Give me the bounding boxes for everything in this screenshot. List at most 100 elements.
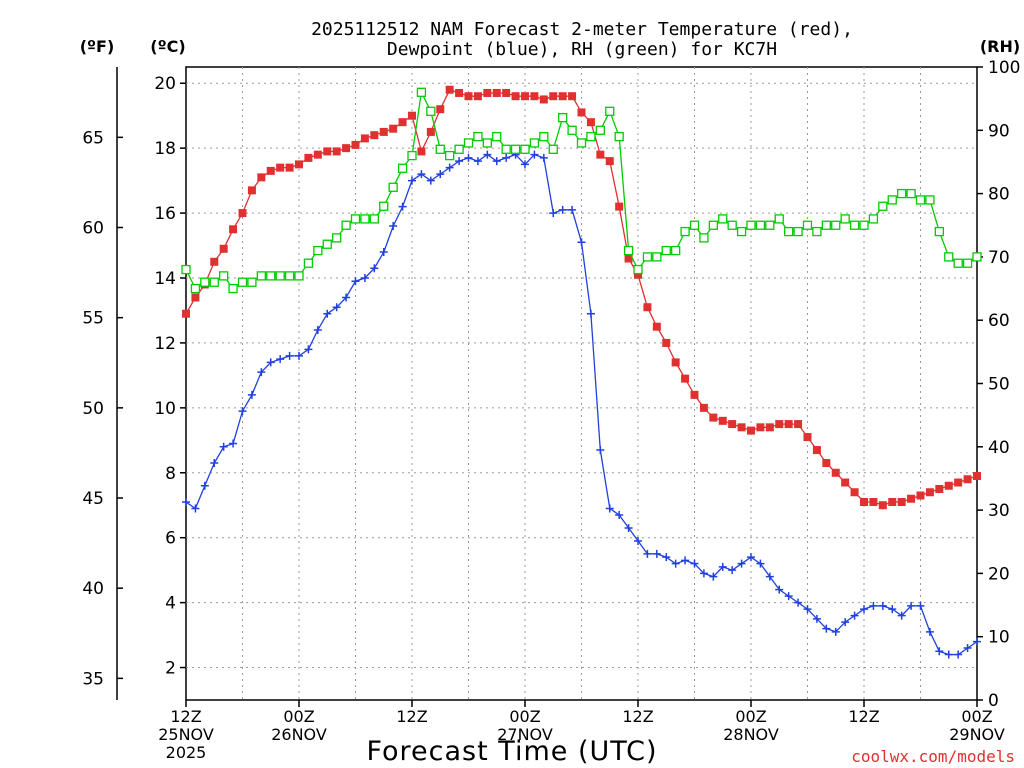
temperature-point: [605, 157, 614, 166]
rh-point: [426, 106, 436, 116]
dewpoint-point: [775, 585, 784, 594]
rh-point: [906, 188, 916, 199]
celsius-tick-label: 2: [165, 659, 176, 679]
rh-point: [623, 245, 634, 256]
dewpoint-point: [756, 559, 765, 568]
temperature-point: [210, 257, 219, 266]
temperature-point: [812, 446, 821, 455]
celsius-tick-label: 8: [165, 464, 176, 484]
dewpoint-point: [342, 293, 351, 302]
temperature-point: [492, 88, 501, 97]
temperature-point: [182, 309, 190, 318]
dewpoint-point: [182, 497, 190, 506]
temperature-point: [568, 92, 577, 101]
dewpoint-point: [963, 644, 972, 653]
temperature-point: [219, 244, 228, 253]
rh-point: [972, 252, 982, 262]
rh-point: [605, 106, 615, 116]
rh-point: [209, 277, 219, 287]
rh-point: [275, 271, 285, 281]
series-rh: [181, 87, 982, 294]
fahrenheit-tick-label: 60: [82, 219, 104, 239]
temperature-point: [379, 127, 388, 136]
temperature-point: [878, 501, 887, 510]
celsius-tick-label: 6: [165, 529, 176, 549]
x-tick-label: 12Z: [396, 707, 427, 726]
fahrenheit-tick-label: 35: [82, 669, 104, 689]
temperature-point: [530, 92, 539, 101]
temperature-point: [191, 293, 200, 302]
dewpoint-point: [897, 611, 906, 620]
dewpoint-point: [784, 592, 793, 601]
dewpoint-point: [860, 605, 868, 614]
temperature-point: [596, 150, 605, 159]
rh-point: [661, 245, 671, 256]
rh-point: [642, 252, 653, 262]
rh-point: [520, 144, 530, 154]
rh-tick-label: 30: [988, 501, 1010, 521]
dewpoint-point: [954, 650, 963, 659]
dewpoint-point: [935, 647, 944, 656]
temperature-point: [963, 475, 972, 484]
dewpoint-point: [709, 572, 718, 581]
dewpoint-point: [841, 618, 850, 627]
rh-point: [915, 195, 926, 205]
dewpoint-point: [803, 605, 812, 614]
temperature-point: [775, 420, 784, 429]
rh-point: [482, 138, 492, 148]
temperature-point: [473, 92, 482, 101]
rh-point: [228, 283, 238, 294]
temperature-point: [681, 374, 690, 383]
dewpoint-point: [436, 170, 445, 179]
dewpoint-point: [455, 157, 464, 166]
temperature-point: [285, 163, 294, 172]
rh-point: [944, 252, 954, 262]
temperature-point: [841, 478, 850, 487]
rh-point: [859, 220, 869, 230]
temperature-point: [445, 85, 454, 94]
temperature-point: [342, 144, 351, 153]
temperature-point: [511, 92, 520, 101]
temperature-point: [370, 131, 379, 140]
rh-point: [548, 144, 558, 154]
dewpoint-point: [586, 309, 595, 318]
rh-tick-label: 80: [988, 185, 1010, 205]
rh-point: [567, 125, 577, 135]
rh-point: [284, 271, 295, 281]
dewpoint-point: [888, 605, 897, 614]
temperature-point: [295, 160, 303, 169]
temperature-point: [718, 416, 727, 425]
fahrenheit-tick-label: 55: [82, 309, 104, 329]
temperature-point: [276, 163, 285, 172]
rh-point: [510, 144, 521, 154]
rh-unit-label: (RH): [980, 37, 1020, 56]
temperature-point: [408, 111, 416, 120]
rh-point: [247, 277, 257, 287]
temperature-point: [549, 92, 558, 101]
temperature-point: [266, 166, 275, 175]
temperature-point: [737, 423, 746, 432]
temperature-point: [765, 423, 774, 432]
rh-point: [237, 277, 248, 287]
rh-point: [341, 220, 351, 230]
dewpoint-point: [521, 160, 529, 169]
dewpoint-point: [662, 553, 671, 562]
temperature-point: [916, 491, 925, 500]
dewpoint-point: [916, 601, 925, 610]
dewpoint-point: [634, 536, 642, 545]
dewpoint-point: [558, 205, 567, 214]
rh-point: [840, 214, 850, 224]
temperature-point: [662, 338, 671, 347]
x-tick-label: 12Z: [170, 707, 201, 726]
rh-point: [821, 220, 831, 230]
dewpoint-point: [313, 325, 322, 334]
x-tick-label: 26NOV: [271, 725, 327, 744]
dewpoint-point: [577, 238, 586, 247]
dewpoint-point: [332, 303, 341, 312]
rh-point: [256, 271, 266, 281]
dewpoint-point: [408, 176, 416, 185]
rh-point: [962, 258, 973, 268]
rh-point: [586, 131, 596, 142]
temperature-point: [229, 225, 238, 234]
temperature-point: [624, 254, 633, 263]
